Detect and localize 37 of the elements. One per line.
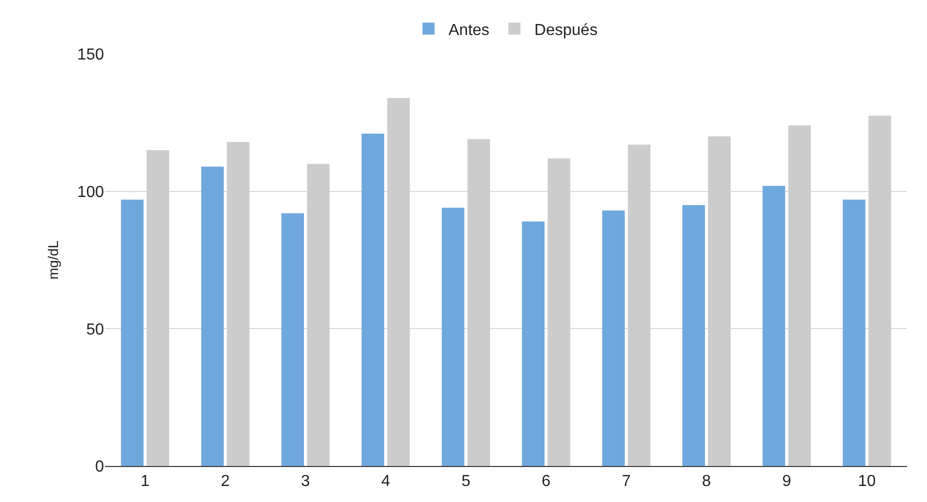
y-tick-label: 0 xyxy=(95,458,104,476)
x-tick-label: 1 xyxy=(140,473,150,490)
x-tick-label: 4 xyxy=(381,473,390,490)
x-tick-label: 8 xyxy=(702,473,712,490)
bar xyxy=(708,136,731,466)
x-tick-label: 2 xyxy=(220,473,230,490)
bar xyxy=(146,150,170,466)
bar xyxy=(362,134,384,466)
bar xyxy=(682,205,705,466)
y-tick-label: 150 xyxy=(77,46,104,64)
bar xyxy=(307,164,330,466)
bar xyxy=(868,116,892,466)
x-tick-label: 7 xyxy=(622,473,631,490)
bar xyxy=(788,125,811,466)
x-tick-label: 3 xyxy=(301,473,310,490)
bar xyxy=(442,208,464,466)
bar xyxy=(467,139,490,466)
bar xyxy=(842,200,866,466)
x-tick-label: 6 xyxy=(542,473,551,490)
bar xyxy=(548,158,570,466)
bar xyxy=(281,213,304,466)
x-tick-label: 9 xyxy=(782,473,792,490)
legend-label: Antes xyxy=(448,22,490,39)
bar xyxy=(120,200,144,466)
bar xyxy=(522,222,545,466)
bar xyxy=(226,142,250,466)
y-tick-label: 50 xyxy=(86,321,104,338)
legend-label: Después xyxy=(534,22,598,39)
bar xyxy=(628,144,650,466)
y-tick-label: 100 xyxy=(77,184,104,201)
x-tick-label: 5 xyxy=(461,473,470,490)
bar xyxy=(762,186,786,466)
bar xyxy=(201,166,224,466)
bar xyxy=(602,210,625,466)
bar xyxy=(387,98,410,466)
x-tick-label: 10 xyxy=(858,473,876,490)
y-axis-title: mg/dL xyxy=(44,240,61,280)
